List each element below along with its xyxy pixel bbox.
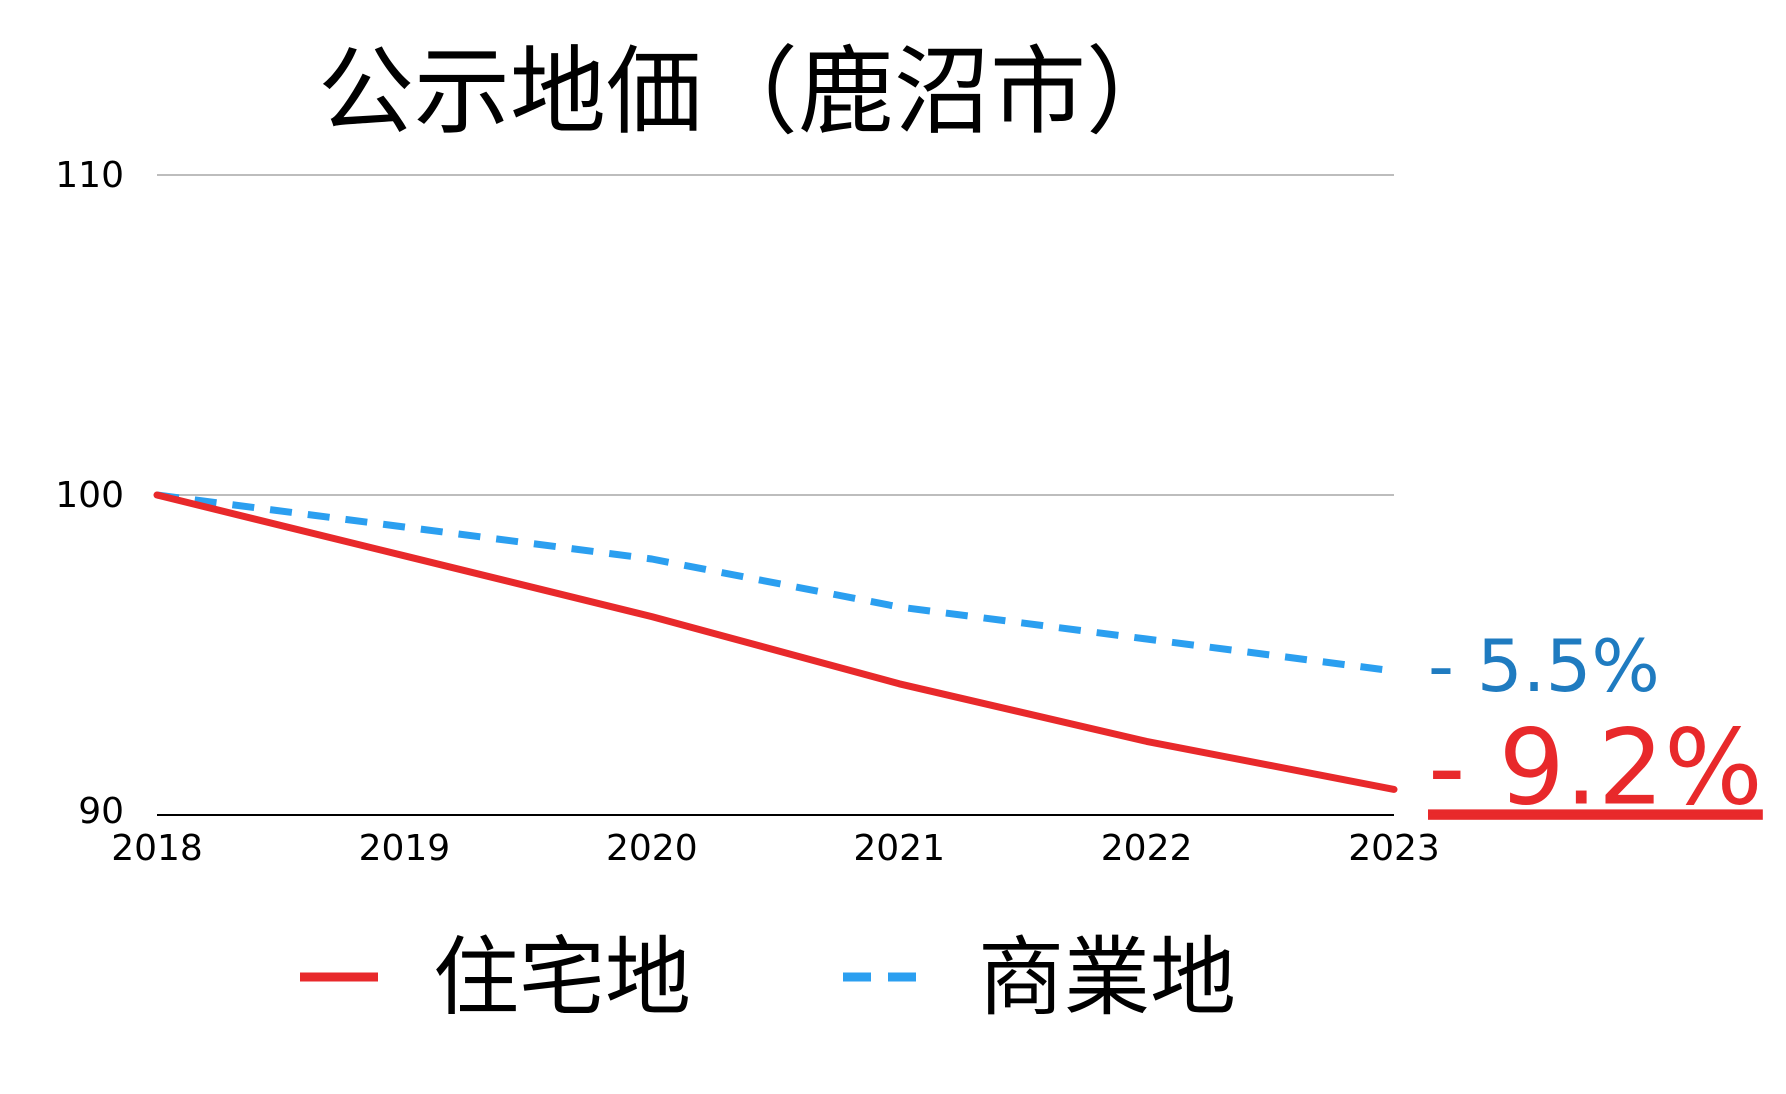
legend: 住宅地 商業地 xyxy=(300,928,1236,1028)
y-axis-ticks: 90 100 110 xyxy=(55,155,124,832)
series-line-1 xyxy=(156,491,1395,675)
series-end-label: - 5.5% xyxy=(1428,624,1660,708)
y-tick-label: 90 xyxy=(78,791,124,832)
legend-label: 住宅地 xyxy=(433,928,691,1028)
x-tick-label: 2021 xyxy=(853,828,945,869)
series-end-label: - 9.2% xyxy=(1428,706,1763,828)
x-tick-label: 2023 xyxy=(1348,828,1440,869)
x-tick-label: 2022 xyxy=(1101,828,1193,869)
y-tick-label: 100 xyxy=(55,475,124,516)
legend-label: 商業地 xyxy=(978,928,1236,1028)
y-tick-label: 110 xyxy=(55,155,124,196)
x-tick-label: 2019 xyxy=(359,828,451,869)
x-tick-label: 2020 xyxy=(606,828,698,869)
series-lines xyxy=(153,491,1398,793)
gridlines xyxy=(157,174,1394,816)
series-line-0 xyxy=(153,491,1398,793)
end-labels: - 9.2%- 5.5% xyxy=(1428,624,1763,828)
x-axis-ticks: 2018 2019 2020 2021 2022 2023 xyxy=(111,828,1440,869)
x-tick-label: 2018 xyxy=(111,828,203,869)
chart-title: 公示地価（鹿沼市） xyxy=(318,36,1182,148)
